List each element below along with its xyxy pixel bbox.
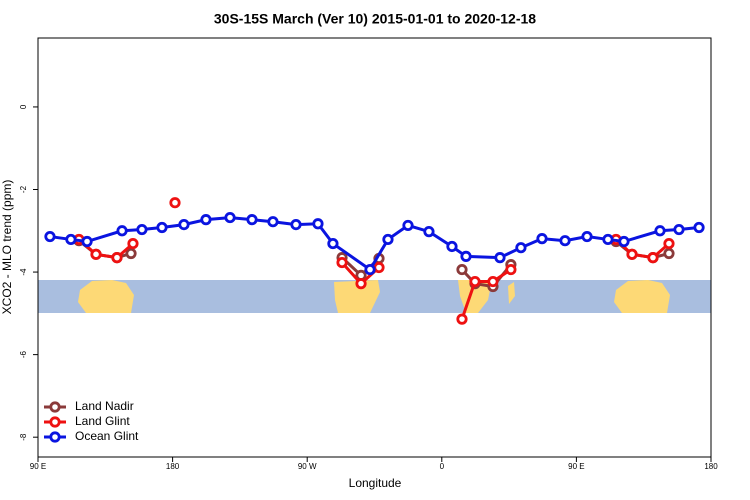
point	[136, 223, 148, 236]
y-tick-label: -8	[19, 433, 28, 441]
legend-label: Land Glint	[75, 414, 130, 428]
point	[336, 256, 348, 269]
point	[663, 237, 675, 250]
point	[626, 248, 638, 260]
point	[373, 261, 385, 274]
point	[382, 233, 394, 246]
point	[536, 233, 548, 245]
y-tick-label: 0	[19, 104, 28, 109]
point	[460, 250, 472, 262]
point	[423, 226, 435, 238]
point	[515, 242, 527, 254]
point	[81, 235, 93, 248]
point	[469, 275, 481, 288]
point	[178, 218, 190, 231]
y-tick-label: -2	[19, 185, 28, 193]
point	[402, 219, 414, 232]
point	[446, 240, 458, 253]
legend-marker	[49, 401, 61, 413]
y-axis-label: XCO2 - MLO trend (ppm)	[0, 180, 14, 315]
point	[364, 263, 376, 276]
legend-marker	[49, 431, 61, 443]
x-tick-label: 180	[166, 462, 180, 471]
point	[602, 233, 614, 246]
point	[327, 237, 339, 250]
point	[456, 313, 468, 325]
point	[111, 252, 123, 264]
point	[116, 225, 128, 237]
series-line	[49, 216, 700, 272]
point	[224, 211, 236, 224]
map-band	[38, 280, 711, 313]
point	[290, 218, 302, 231]
point	[200, 214, 212, 226]
chart-title: 30S-15S March (Ver 10) 2015-01-01 to 202…	[214, 11, 536, 27]
point	[487, 275, 499, 288]
x-tick-label: 90 W	[298, 462, 317, 471]
x-tick-label: 90 E	[568, 462, 584, 471]
x-tick-label: 90 E	[30, 462, 46, 471]
point	[559, 235, 571, 247]
point	[663, 247, 675, 260]
point	[355, 278, 367, 290]
y-tick-label: -4	[19, 268, 28, 276]
point	[156, 221, 168, 234]
x-tick-label: 0	[440, 462, 445, 471]
point	[312, 218, 324, 230]
point	[581, 230, 593, 243]
point	[618, 235, 630, 248]
point	[246, 214, 258, 226]
legend-label: Ocean Glint	[75, 429, 139, 443]
plot-frame	[37, 37, 712, 458]
madagascar	[508, 282, 515, 304]
legend-label: Land Nadir	[75, 399, 134, 413]
australia	[614, 280, 670, 313]
legend-marker	[49, 416, 61, 428]
point	[127, 237, 139, 250]
point	[125, 247, 137, 260]
x-axis-label: Longitude	[349, 476, 402, 490]
point	[65, 233, 77, 246]
point	[647, 252, 659, 264]
x-tick-label: 180	[704, 462, 718, 471]
point	[267, 216, 279, 228]
point	[494, 252, 506, 264]
australia	[78, 280, 134, 313]
south-america	[334, 280, 380, 313]
point	[654, 225, 666, 237]
point	[673, 223, 685, 236]
point	[44, 230, 56, 243]
point	[693, 221, 705, 234]
y-tick-label: -6	[19, 351, 28, 359]
point	[505, 263, 517, 276]
point	[456, 263, 468, 276]
point	[90, 248, 102, 260]
point	[169, 197, 181, 209]
